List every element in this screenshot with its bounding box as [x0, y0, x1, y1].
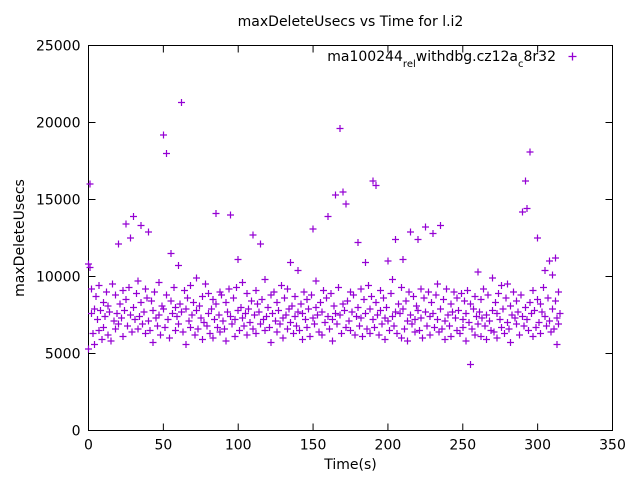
x-axis-label: Time(s) — [323, 457, 376, 473]
data-points — [85, 99, 564, 368]
legend-label: ma100244relwithdbg.cz12ac8r32 — [327, 49, 556, 70]
chart-title: maxDeleteUsecs vs Time for l.i2 — [238, 14, 464, 30]
y-tick-label: 15000 — [36, 193, 81, 209]
x-tick-label: 100 — [225, 438, 252, 454]
x-tick-label: 350 — [599, 438, 626, 454]
x-tick-label: 0 — [84, 438, 93, 454]
y-axis-label: maxDeleteUsecs — [12, 179, 28, 297]
y-tick-label: 25000 — [36, 39, 81, 55]
x-tick-label: 150 — [300, 438, 327, 454]
y-tick-label: 5000 — [45, 347, 81, 363]
x-tick-label: 200 — [375, 438, 402, 454]
x-tick-label: 250 — [449, 438, 476, 454]
legend-marker-icon — [568, 52, 577, 61]
y-tick-label: 10000 — [36, 270, 81, 286]
x-tick-label: 300 — [524, 438, 551, 454]
y-tick-label: 20000 — [36, 116, 81, 132]
x-tick-label: 50 — [154, 438, 172, 454]
plot-border — [88, 45, 613, 431]
y-tick-label: 0 — [72, 424, 81, 440]
